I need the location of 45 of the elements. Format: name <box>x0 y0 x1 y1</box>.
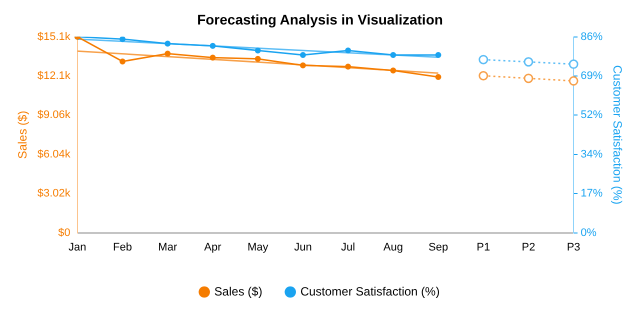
x-tick-label: Jan <box>68 241 86 254</box>
x-tick-label: Jul <box>341 241 356 254</box>
point <box>254 47 261 54</box>
point <box>390 52 396 58</box>
point <box>210 54 216 61</box>
y2-tick-label: 34% <box>580 148 603 160</box>
x-tick-label: Feb <box>113 241 132 254</box>
x-tick-label: Aug <box>383 241 403 254</box>
y-tick-label: $3.02k <box>37 188 71 200</box>
y2-axis-title: Customer Satisfaction (%) <box>610 65 624 204</box>
x-tick-label: P3 <box>566 241 580 254</box>
point <box>345 47 352 54</box>
point <box>300 52 306 58</box>
y2-tick-label: 69% <box>580 70 603 82</box>
x-tick-label: Mar <box>158 241 178 254</box>
point <box>120 36 126 42</box>
y-axis-title: Sales ($) <box>16 110 30 159</box>
point <box>254 56 261 62</box>
y-tick-label: $0 <box>58 226 70 239</box>
x-tick-label: Sep <box>428 241 448 254</box>
point <box>435 74 442 80</box>
point <box>164 40 171 47</box>
point <box>210 42 216 49</box>
point <box>300 62 306 68</box>
chart-title: Forecasting Analysis in Visualization <box>197 11 443 28</box>
x-tick-label: Apr <box>204 241 222 254</box>
point <box>345 64 352 70</box>
legend-label: Sales ($) <box>214 284 262 298</box>
point <box>120 58 126 64</box>
x-tick-label: Jun <box>294 241 312 254</box>
y-tick-label: $9.06k <box>37 109 71 122</box>
x-tick-label: May <box>247 241 269 254</box>
y2-tick-label: 86% <box>580 30 603 43</box>
point <box>390 68 396 74</box>
y-tick-label: $12.1k <box>37 70 71 82</box>
y2-tick-label: 0% <box>580 226 597 239</box>
legend-label: Customer Satisfaction (%) <box>300 284 440 298</box>
y2-tick-label: 17% <box>580 188 603 200</box>
x-tick-label: P2 <box>522 241 536 254</box>
y-tick-label: $15.1k <box>37 30 71 43</box>
x-tick-label: P1 <box>476 241 490 254</box>
y2-tick-label: 52% <box>580 109 603 122</box>
y-tick-label: $6.04k <box>37 148 71 160</box>
point <box>164 50 171 57</box>
point <box>435 52 442 58</box>
